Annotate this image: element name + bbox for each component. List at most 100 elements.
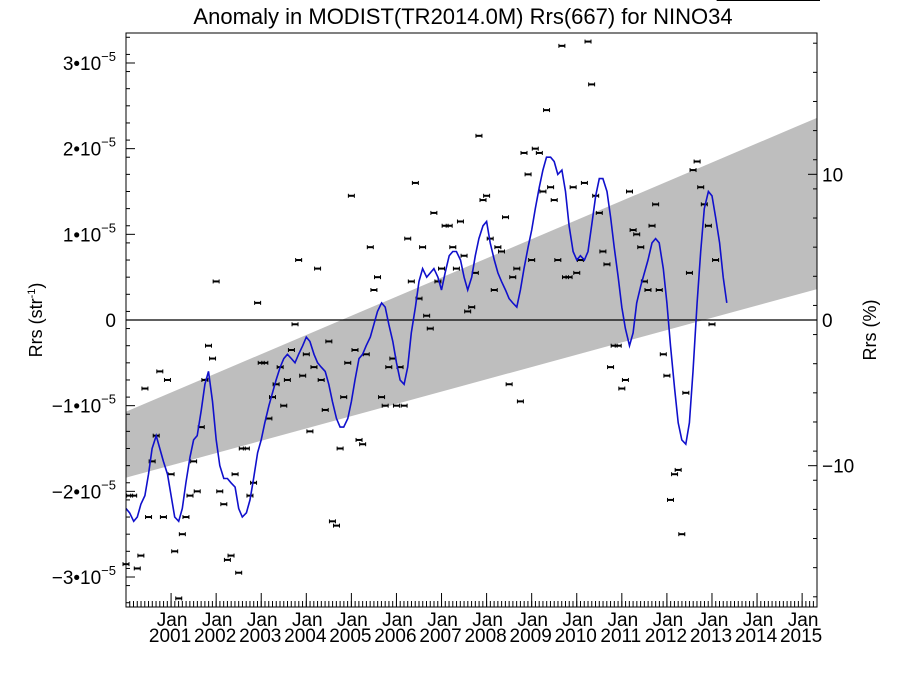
data-point (204, 343, 212, 348)
left-tick-exponent: −5 (101, 392, 116, 407)
left-tick-exponent: −5 (101, 477, 116, 492)
x-tick-month-label: Jan (292, 610, 323, 631)
data-point (621, 377, 629, 382)
data-point (430, 210, 438, 215)
data-point (659, 352, 667, 357)
data-point (445, 223, 453, 228)
data-point (231, 472, 239, 477)
left-tick-label: −2•10−5 (52, 477, 116, 503)
data-point (242, 446, 250, 451)
data-point (336, 446, 344, 451)
x-tick-year-label: 2003 (239, 626, 281, 647)
right-tick-label: −10 (822, 457, 854, 478)
x-tick-year-label: 2001 (149, 626, 191, 647)
left-tick-label: 1•10−5 (63, 220, 116, 246)
x-tick-year-label: 2005 (329, 626, 371, 647)
x-tick-month-label: Jan (472, 610, 503, 631)
data-point (182, 515, 190, 520)
y-axis-label-main: Rrs (str (26, 298, 46, 357)
data-point (505, 382, 513, 387)
x-tick-month-label: Jan (517, 610, 548, 631)
data-point (400, 403, 408, 408)
data-point (678, 532, 686, 537)
left-tick-label: 0 (105, 311, 116, 332)
x-tick-month-label: Jan (608, 610, 639, 631)
data-point (261, 360, 269, 365)
data-point (423, 313, 431, 318)
x-tick-year-label: 2009 (510, 626, 552, 647)
left-tick-label: −3•10−5 (52, 563, 116, 589)
left-tick-mantissa: −3•10 (52, 568, 101, 589)
data-point (419, 245, 427, 250)
data-point (655, 288, 663, 293)
data-point (310, 365, 318, 370)
data-point (547, 185, 555, 190)
x-tick-month-label: Jan (157, 610, 188, 631)
data-point (599, 249, 607, 254)
data-point (359, 442, 367, 447)
data-point (516, 399, 524, 404)
data-point (452, 266, 460, 271)
data-point (667, 497, 675, 502)
data-point (524, 172, 532, 177)
data-point (212, 279, 220, 284)
x-tick-year-label: 2014 (735, 626, 778, 647)
left-tick-mantissa: 2•10 (63, 140, 101, 161)
data-point (603, 262, 611, 267)
data-point (220, 502, 228, 507)
x-tick-month-label: Jan (698, 610, 729, 631)
data-point (584, 39, 592, 44)
data-point (565, 275, 573, 280)
data-point (697, 185, 705, 190)
data-point (528, 258, 536, 263)
data-point (287, 347, 295, 352)
x-tick-month-label: Jan (743, 610, 774, 631)
data-point (539, 189, 547, 194)
data-point (163, 377, 171, 382)
data-point (685, 270, 693, 275)
data-point (385, 365, 393, 370)
x-tick-year-label: 2011 (600, 626, 641, 647)
y-axis-label-close: ) (26, 283, 46, 289)
data-point (663, 373, 671, 378)
data-point (130, 493, 138, 498)
data-point (186, 493, 194, 498)
data-point (299, 373, 307, 378)
data-point (133, 566, 141, 571)
x-tick-month-label: Jan (247, 610, 278, 631)
x-axis: Jan2001Jan2002Jan2003Jan2004Jan2005Jan20… (125, 593, 822, 647)
data-point (438, 266, 446, 271)
data-point (468, 305, 476, 310)
data-point (321, 407, 329, 412)
data-point (347, 193, 355, 198)
x-tick-year-label: 2004 (284, 626, 327, 647)
data-point (543, 108, 551, 113)
data-point (558, 43, 566, 48)
data-point (366, 245, 374, 250)
data-point (426, 326, 434, 331)
data-point (671, 472, 679, 477)
data-point (227, 553, 235, 558)
data-point (618, 386, 626, 391)
x-tick-month-label: Jan (562, 610, 593, 631)
data-point (674, 467, 682, 472)
data-point (193, 489, 201, 494)
data-point (494, 245, 502, 250)
data-point (633, 232, 641, 237)
data-point (314, 266, 322, 271)
data-point (689, 168, 697, 173)
data-point (333, 523, 341, 528)
data-point (411, 180, 419, 185)
data-point (235, 570, 243, 575)
plot-area (122, 0, 820, 607)
data-point (159, 515, 167, 520)
data-point (497, 249, 505, 254)
x-tick-month-label: Jan (337, 610, 368, 631)
data-point (374, 275, 382, 280)
x-tick-year-label: 2007 (419, 626, 461, 647)
left-tick-mantissa: 3•10 (63, 54, 101, 75)
data-point (302, 352, 310, 357)
data-point (700, 202, 708, 207)
data-point (708, 322, 716, 327)
